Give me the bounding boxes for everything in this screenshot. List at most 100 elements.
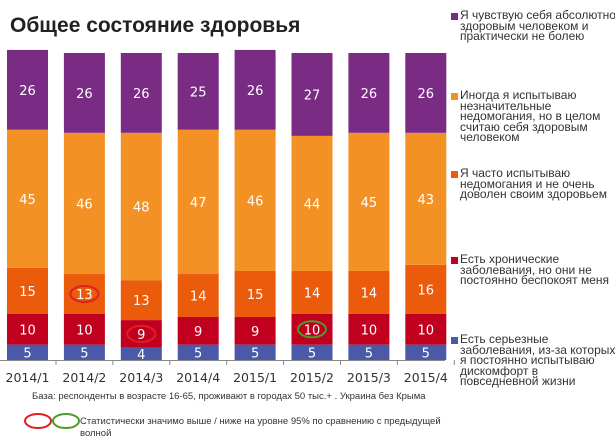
data-label: 5 bbox=[308, 346, 316, 361]
bar-segment bbox=[177, 274, 219, 318]
data-label: 10 bbox=[19, 323, 36, 338]
data-label: 13 bbox=[76, 288, 93, 303]
bar-segment bbox=[7, 49, 48, 130]
data-label: 14 bbox=[190, 290, 207, 305]
legend-swatch bbox=[451, 171, 458, 178]
data-label: 5 bbox=[251, 346, 259, 361]
data-label: 15 bbox=[247, 288, 264, 303]
data-label: 26 bbox=[247, 84, 264, 99]
bar-segment bbox=[177, 344, 219, 360]
bar-segment bbox=[348, 344, 390, 360]
legend-item: Иногда я испытываю незначительные недомо… bbox=[451, 88, 615, 144]
significance-marker bbox=[126, 324, 157, 343]
data-label: 15 bbox=[19, 285, 36, 300]
data-label: 48 bbox=[133, 201, 150, 216]
x-tick-label: 2014/1 bbox=[6, 370, 50, 385]
data-label: 10 bbox=[76, 323, 93, 338]
bar-segment bbox=[348, 132, 390, 271]
data-label: 26 bbox=[361, 87, 378, 102]
bar-segment bbox=[63, 313, 105, 345]
legend-item: Я часто испытываю недомогания и не очень… bbox=[451, 166, 615, 201]
data-label: 46 bbox=[247, 194, 264, 209]
data-label: 43 bbox=[418, 193, 435, 208]
bar-segment bbox=[234, 270, 276, 318]
x-tick-label: 2014/3 bbox=[119, 370, 163, 385]
significance-note: Статистически значимо выше / ниже на уро… bbox=[80, 416, 441, 439]
data-label: 9 bbox=[194, 325, 202, 340]
data-label: 27 bbox=[304, 88, 321, 103]
bar-segment bbox=[234, 344, 276, 360]
data-label: 47 bbox=[190, 196, 207, 211]
bar-segment bbox=[120, 132, 162, 281]
legend-label: Есть хронические заболевания, но они не … bbox=[460, 252, 609, 287]
bar-segment bbox=[405, 313, 447, 345]
legend-swatch bbox=[451, 257, 458, 264]
data-label: 13 bbox=[133, 294, 150, 309]
legend-label: Я чувствую себя абсолютно здоровым челов… bbox=[460, 8, 615, 43]
bar-segment bbox=[234, 49, 276, 130]
bar-segment bbox=[291, 53, 333, 136]
x-tick-label: 2014/4 bbox=[176, 370, 220, 385]
significance-marker bbox=[69, 284, 100, 303]
data-label: 26 bbox=[418, 87, 435, 102]
bar-segment bbox=[177, 129, 219, 275]
bar-segment bbox=[177, 53, 219, 130]
bar-segment bbox=[120, 53, 162, 133]
bar-segment bbox=[7, 267, 48, 314]
x-tick-label: 2014/2 bbox=[62, 370, 106, 385]
data-label: 9 bbox=[137, 328, 145, 343]
data-label: 46 bbox=[76, 197, 93, 212]
significance-marker bbox=[297, 320, 327, 339]
x-tick-label: 2015/1 bbox=[233, 370, 277, 385]
bar-segment bbox=[405, 53, 447, 133]
legend-item: Есть серьезные заболевания, из-за которы… bbox=[451, 332, 615, 388]
bar-segment bbox=[7, 129, 48, 268]
chart-title: Общее состояние здоровья bbox=[10, 14, 301, 37]
bar-segment bbox=[348, 313, 390, 345]
data-label: 44 bbox=[304, 197, 321, 212]
legend-item: Есть хронические заболевания, но они не … bbox=[451, 252, 615, 287]
legend-label: Есть серьезные заболевания, из-за которы… bbox=[460, 332, 615, 388]
data-label: 16 bbox=[418, 283, 435, 298]
data-label: 14 bbox=[361, 286, 378, 301]
data-label: 26 bbox=[19, 84, 36, 99]
legend-swatch bbox=[451, 13, 458, 20]
x-tick-label: 2015/2 bbox=[290, 370, 334, 385]
legend-green-ellipse-icon bbox=[52, 413, 80, 429]
legend-label: Иногда я испытываю незначительные недомо… bbox=[460, 88, 601, 144]
bar-segment bbox=[291, 135, 333, 271]
data-label: 5 bbox=[194, 346, 202, 361]
data-label: 26 bbox=[76, 87, 93, 102]
data-label: 14 bbox=[304, 286, 321, 301]
data-label: 9 bbox=[251, 325, 259, 340]
legend-label: Я часто испытываю недомогания и не очень… bbox=[460, 166, 607, 201]
data-label: 5 bbox=[422, 346, 430, 361]
bar-segment bbox=[348, 53, 390, 133]
bar-segment bbox=[177, 317, 219, 345]
legend-red-ellipse-icon bbox=[24, 413, 52, 429]
data-label: 4 bbox=[137, 348, 145, 363]
data-label: 5 bbox=[80, 346, 88, 361]
bar-segment bbox=[405, 264, 447, 314]
x-tick-label: 2015/4 bbox=[404, 370, 448, 385]
data-label: 5 bbox=[23, 346, 31, 361]
bar-segment bbox=[291, 344, 333, 360]
legend-item: Я чувствую себя абсолютно здоровым челов… bbox=[451, 8, 615, 43]
bar-segment bbox=[405, 344, 447, 360]
legend-swatch bbox=[451, 93, 458, 100]
bar-segment bbox=[120, 280, 162, 321]
bar-segment bbox=[120, 347, 162, 360]
bar-segment bbox=[405, 132, 447, 265]
bar-segment bbox=[234, 317, 276, 345]
data-label: 10 bbox=[418, 323, 435, 338]
data-label: 26 bbox=[133, 87, 150, 102]
data-label: 10 bbox=[361, 323, 378, 338]
data-label: 5 bbox=[365, 346, 373, 361]
data-label: 45 bbox=[361, 196, 378, 211]
bar-segment bbox=[63, 132, 105, 275]
bar-segment bbox=[63, 53, 105, 133]
data-label: 25 bbox=[190, 85, 207, 100]
data-label: 10 bbox=[304, 323, 321, 338]
bar-segment bbox=[234, 129, 276, 271]
